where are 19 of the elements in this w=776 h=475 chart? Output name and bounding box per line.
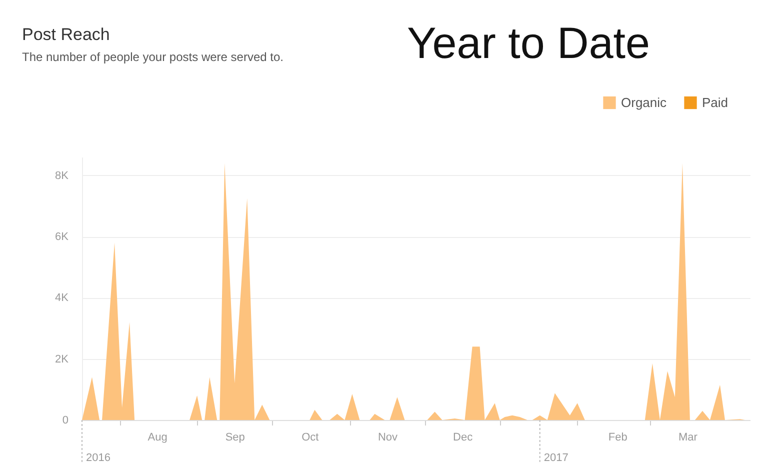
y-tick-label: 0	[62, 414, 68, 426]
ref-line-label: 2016	[86, 452, 110, 464]
x-tick-label: Oct	[302, 432, 319, 444]
x-tick-label: Mar	[678, 432, 698, 444]
x-tick-label: Sep	[225, 432, 245, 444]
ref-line-label: 2017	[544, 452, 568, 464]
chart-title: Post Reach	[22, 25, 110, 44]
text: Year to Date	[407, 19, 650, 68]
y-tick-label: 2K	[55, 353, 70, 366]
y-tick-label: 8K	[55, 170, 70, 182]
y-tick-label: 6K	[55, 231, 70, 244]
x-tick-label: Aug	[148, 432, 168, 444]
legend-label: Paid	[702, 94, 728, 110]
chart-subtitle: The number of people your posts were served to.	[22, 50, 284, 64]
x-tick-label: Dec	[453, 432, 474, 444]
x-tick-label: Feb	[608, 432, 628, 444]
x-tick-label: Nov	[378, 432, 398, 444]
y-tick-label: 4K	[55, 292, 70, 304]
legend-label: Organic	[621, 94, 668, 110]
